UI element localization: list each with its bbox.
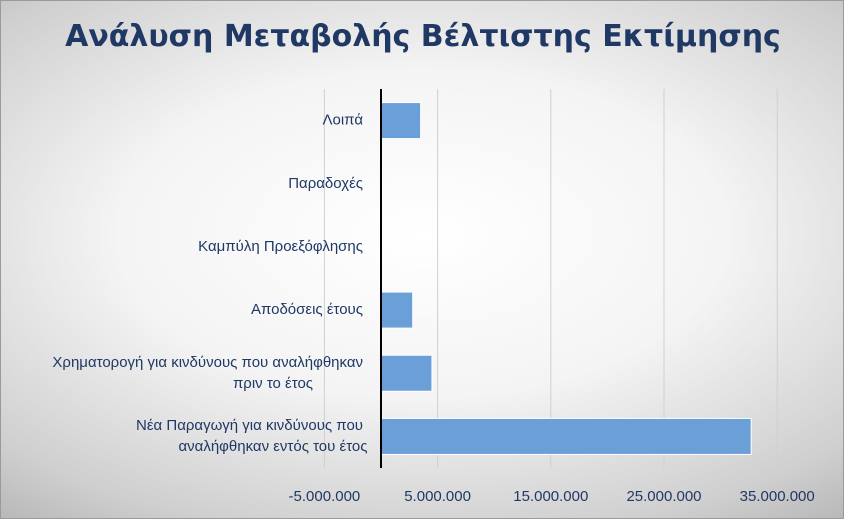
- x-tick-label: 25.000.000: [626, 488, 701, 505]
- bar: [380, 417, 752, 455]
- category-label-line: Λοιπά: [322, 112, 363, 129]
- x-tick-label: 5.000.000: [404, 488, 471, 505]
- bar: [380, 102, 422, 140]
- category-label-line: Παραδοχές: [288, 175, 363, 192]
- category-label: Χρηματορογή για κινδύνους που αναλήφθηκα…: [52, 354, 363, 392]
- category-label-line: πριν το έτος: [233, 375, 313, 392]
- category-label: Καμπύλη Προεξόφλησης: [198, 238, 363, 255]
- category-label-line: Αποδόσεις έτους: [251, 301, 363, 318]
- category-label-line: αναλήφθηκαν εντός του έτος: [178, 438, 367, 455]
- chart-title: Ανάλυση Μεταβολής Βέλτιστης Εκτίμησης: [65, 19, 781, 54]
- category-label-line: Νέα Παραγωγή για κινδύνους που: [136, 417, 363, 434]
- category-label: Νέα Παραγωγή για κινδύνους που αναλήφθηκα…: [136, 417, 367, 455]
- x-tick-label: 15.000.000: [513, 488, 588, 505]
- category-label: Αποδόσεις έτους: [251, 301, 363, 318]
- bar: [380, 291, 414, 329]
- category-label: Παραδοχές: [288, 175, 363, 192]
- x-tick-label: 35.000.000: [740, 488, 815, 505]
- x-tick-label: -5.000.000: [289, 488, 361, 505]
- category-label-line: Καμπύλη Προεξόφλησης: [198, 238, 363, 255]
- bar: [380, 354, 433, 392]
- category-label: Λοιπά: [322, 112, 363, 129]
- category-label-line: Χρηματορογή για κινδύνους που αναλήφθηκα…: [52, 354, 363, 371]
